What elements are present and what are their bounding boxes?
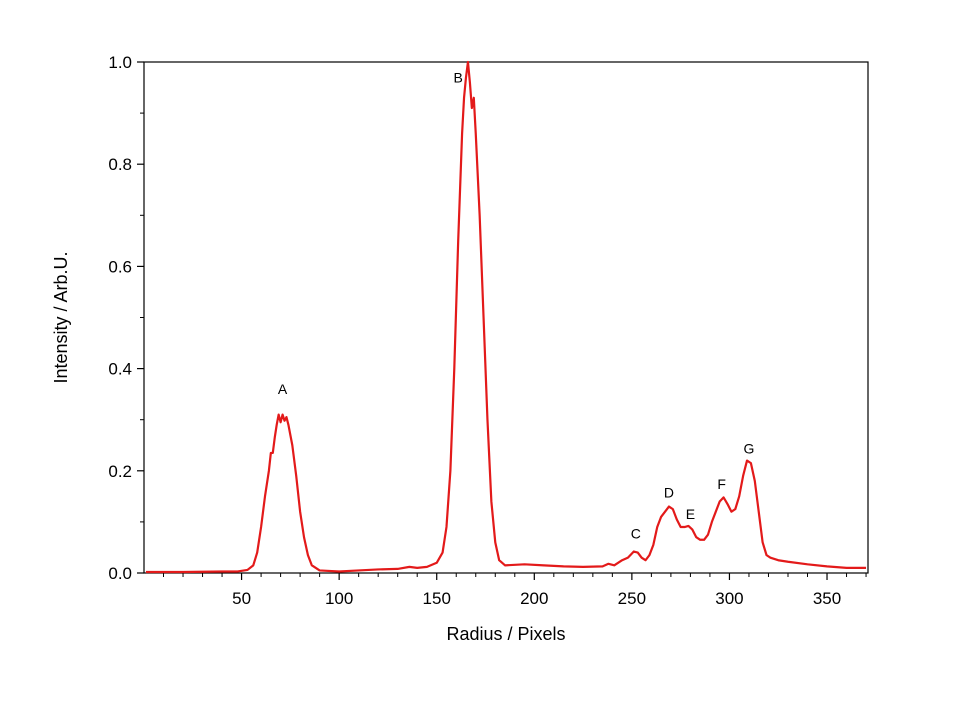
x-tick-label: 50 [232, 589, 251, 608]
peak-label-b: B [454, 69, 463, 85]
y-tick-label: 0.0 [108, 564, 132, 583]
y-tick-label: 1.0 [108, 53, 132, 72]
x-tick-label: 100 [325, 589, 353, 608]
y-tick-label: 0.2 [108, 462, 132, 481]
x-tick-label: 300 [715, 589, 743, 608]
peak-label-e: E [686, 506, 695, 522]
peak-labels: A B C DE F G [278, 69, 755, 541]
x-axis-title: Radius / Pixels [446, 624, 565, 644]
peak-label-c: C [631, 525, 641, 541]
peak-label-a: A [278, 381, 288, 397]
peak-label-f: F [717, 476, 726, 492]
peak-label-g: G [744, 440, 755, 456]
x-tick-label: 250 [618, 589, 646, 608]
y-tick-label: 0.6 [108, 257, 132, 276]
plot-frame [143, 61, 869, 574]
x-tick-label: 350 [813, 589, 841, 608]
y-tick-label: 0.4 [108, 360, 132, 379]
y-tick-label: 0.8 [108, 155, 132, 174]
y-axis-title: Intensity / Arb.U. [51, 251, 71, 383]
peak-label-d: D [664, 484, 674, 500]
y-axis-ticks: 0.0 0.2 0.4 0.6 0.8 1.0 [108, 53, 144, 583]
x-axis-ticks: 50 100 150 200 250 300 350 [163, 573, 867, 608]
x-tick-label: 150 [423, 589, 451, 608]
intensity-series-line [145, 60, 867, 574]
x-tick-label: 200 [520, 589, 548, 608]
